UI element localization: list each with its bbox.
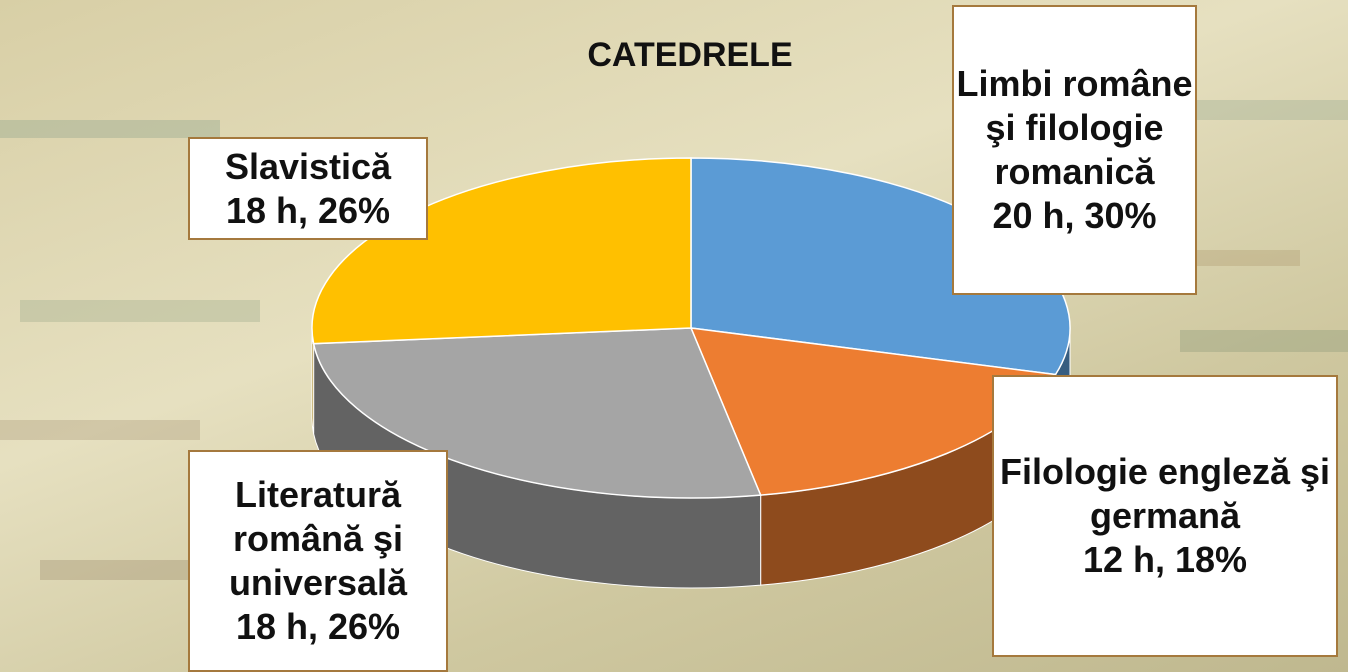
category-label: Literatură română şi universală	[190, 473, 446, 605]
chart-title: CATEDRELE	[540, 36, 840, 75]
value-label: 18 h, 26%	[190, 605, 446, 649]
value-label: 18 h, 26%	[190, 189, 426, 233]
category-label: Slavistică	[190, 145, 426, 189]
category-label: Filologie engleză şi germană	[994, 450, 1336, 538]
category-label: Limbi române şi filologie romanică	[954, 62, 1195, 194]
value-label: 12 h, 18%	[994, 538, 1336, 582]
value-label: 20 h, 30%	[954, 194, 1195, 238]
slide: CATEDRELE Limbi române şi filologie roma…	[0, 0, 1348, 672]
